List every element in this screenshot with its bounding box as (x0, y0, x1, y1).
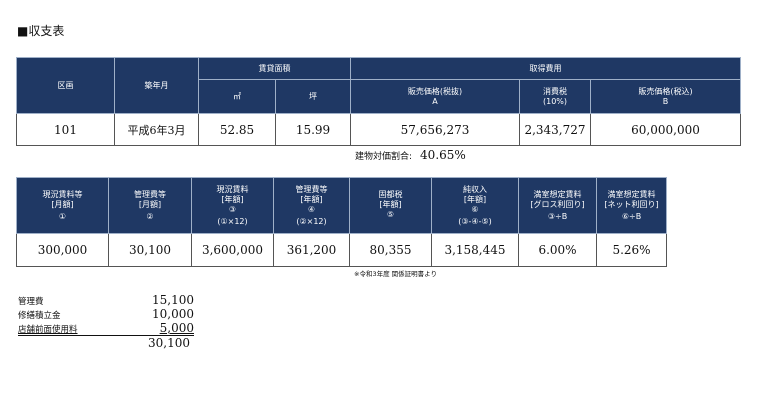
cell-price-in-tax: 60,000,000 (590, 113, 741, 146)
header-unit: 区画 (16, 57, 115, 114)
income-header-line: (③-④-⑤) (458, 216, 492, 226)
income-header-line: ③÷B (547, 211, 568, 221)
income-header-line: 純収入 (463, 184, 487, 194)
income-header-line: (②×12) (296, 216, 327, 226)
income-header-line: 管理費等 (295, 184, 328, 194)
cell-tsubo: 15.99 (275, 113, 351, 146)
income-header-6: 純収入 [年額] ⑥ (③-④-⑤) (431, 177, 519, 234)
income-header-line: [ネット利回り] (604, 199, 659, 209)
table-row: 101 平成6年3月 52.85 15.99 57,656,273 2,343,… (16, 113, 741, 146)
income-value-6: 3,158,445 (431, 233, 519, 267)
income-header-3: 現況賃料 [年額] ③ (①×12) (191, 177, 274, 234)
income-header-line: ⑤ (386, 209, 395, 219)
header-tsubo: 坪 (275, 79, 351, 114)
header-rental-area: 賃貸面積 (198, 57, 351, 80)
breakdown-total: 30,100 (18, 335, 194, 350)
header-acquisition-cost: 取得費用 (350, 57, 741, 80)
breakdown-item: 修繕積立金 10,000 (18, 307, 198, 321)
income-header-line: ③ (228, 204, 237, 214)
income-header-5: 固都税 [年額] ⑤ (349, 177, 432, 234)
building-ratio: 建物対価割合: 40.65% (355, 148, 466, 162)
cell-unit: 101 (16, 113, 115, 146)
breakdown-item: 店舗前面使用料 5,000 (18, 321, 198, 335)
income-header-line: [月額] (51, 199, 74, 209)
breakdown-amount: 15,100 (152, 293, 194, 307)
header-price-in-tax: 販売価格(税込) B (590, 79, 741, 114)
income-value-7: 6.00% (518, 233, 597, 267)
breakdown-item: 管理費 15,100 (18, 293, 198, 307)
income-value-1: 300,000 (16, 233, 109, 267)
table-row: 300,000 30,100 3,600,000 361,200 80,355 3,158… (16, 233, 667, 267)
income-value-2: 30,100 (108, 233, 192, 267)
cell-built: 平成6年3月 (114, 113, 199, 146)
income-header-2: 管理費等 [月額] ② (108, 177, 192, 234)
income-header-line: [月額] (138, 199, 162, 209)
income-header-line: ② (146, 211, 154, 221)
income-header-line: ⑥÷B (621, 211, 642, 221)
cell-tax: 2,343,727 (519, 113, 591, 146)
header-sqm: ㎡ (198, 79, 276, 114)
income-header-line: 現況賃料 (216, 184, 249, 194)
income-value-8: 5.26% (596, 233, 667, 267)
income-header-line: 固都税 (378, 189, 403, 199)
header-price-ex-tax: 販売価格(税抜) A (350, 79, 520, 114)
income-value-3: 3,600,000 (191, 233, 274, 267)
income-header-1: 現況賃料等 [月額] ① (16, 177, 109, 234)
cell-price-ex-tax: 57,656,273 (350, 113, 520, 146)
income-value-4: 361,200 (273, 233, 350, 267)
header-consumption-tax: 消費税 (10%) (519, 79, 591, 114)
income-header-line: 満室想定賃料 (533, 189, 582, 199)
header-price-in-tax-label: 販売価格(税込) (638, 86, 693, 96)
income-header-line: [年額] (221, 194, 244, 204)
income-header-4: 管理費等 [年額] ④ (②×12) (273, 177, 350, 234)
income-header-line: [年額] (379, 199, 402, 209)
breakdown-label: 管理費 (18, 297, 44, 307)
breakdown-label: 修繕積立金 (18, 311, 61, 321)
page-title: ■収支表 (17, 24, 65, 38)
building-ratio-label: 建物対価割合: (355, 152, 413, 162)
income-header-8: 満室想定賃料 [ネット利回り] ⑥÷B (596, 177, 667, 234)
income-header-line: [年額] (463, 194, 487, 204)
breakdown-total-amount: 30,100 (148, 336, 190, 350)
breakdown-amount: 5,000 (159, 321, 194, 335)
income-header-7: 満室想定賃料 [グロス利回り] ③÷B (518, 177, 597, 234)
property-table: 区画 築年月 賃貸面積 取得費用 ㎡ 坪 販売価格(税抜) A 消費税 (10%… (16, 57, 741, 146)
income-table: 現況賃料等 [月額] ① 管理費等 [月額] ② 現況賃料 [年額] ③ (①×12) 管理費等 [年… (16, 177, 667, 267)
cell-sqm: 52.85 (198, 113, 276, 146)
building-ratio-value: 40.65% (420, 148, 466, 162)
income-header-line: [年額] (300, 194, 323, 204)
breakdown-label: 店舗前面使用料 (18, 325, 78, 335)
breakdown-amount: 10,000 (152, 307, 194, 321)
header-price-ex-tax-symbol: A (432, 96, 438, 106)
header-built: 築年月 (114, 57, 199, 114)
income-value-5: 80,355 (349, 233, 432, 267)
income-header-line: 管理費等 (134, 189, 166, 199)
income-header-line: ⑥ (471, 204, 479, 214)
income-header-line: (①×12) (217, 216, 248, 226)
income-header-line: ① (58, 211, 67, 221)
management-fee-breakdown: 管理費 15,100 修繕積立金 10,000 店舗前面使用料 5,000 30,100 (18, 293, 198, 350)
header-tax-label: 消費税 (543, 86, 567, 96)
footnote: ※令和3年度 関係証明書より (354, 270, 438, 278)
header-price-in-tax-symbol: B (662, 96, 669, 106)
header-tax-rate: (10%) (542, 96, 568, 106)
income-header-line: 満室想定賃料 (607, 189, 656, 199)
income-header-line: [グロス利回り] (530, 199, 585, 209)
income-header-line: 現況賃料等 (42, 189, 83, 199)
header-price-ex-tax-label: 販売価格(税抜) (407, 86, 463, 96)
income-header-line: ④ (307, 204, 316, 214)
